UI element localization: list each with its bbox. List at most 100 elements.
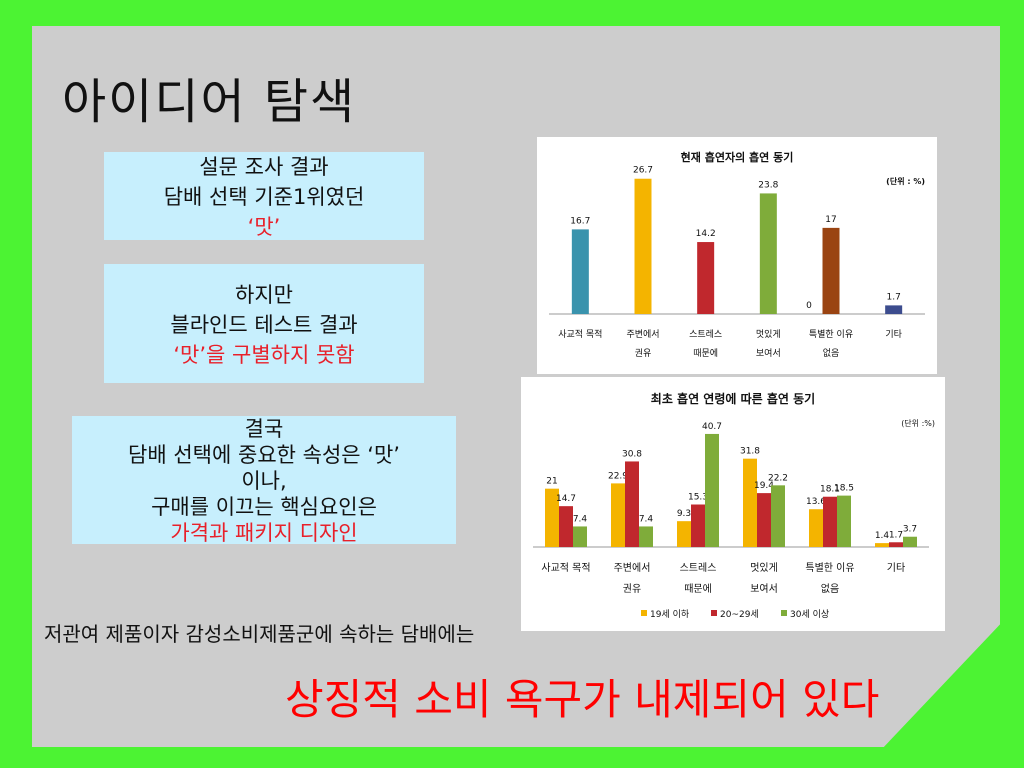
chart2-data-label: 13.6 bbox=[806, 497, 826, 507]
chart2-data-label: 22.9 bbox=[608, 471, 628, 481]
chart2-legend-label: 30세 이상 bbox=[790, 609, 829, 620]
chart2-bar bbox=[837, 495, 851, 547]
chart2-bar bbox=[771, 485, 785, 547]
page-title: 아이디어 탐색 bbox=[62, 74, 357, 130]
chart2-data-label: 14.7 bbox=[556, 494, 576, 504]
box3-line-4: 구매를 이끄는 핵심요인은 bbox=[151, 495, 377, 519]
chart2-bar bbox=[691, 504, 705, 547]
chart2-data-label: 22.2 bbox=[768, 473, 788, 483]
chart2-tick-label: 기타 bbox=[887, 562, 905, 574]
chart1-tick-label: 주변에서 bbox=[626, 329, 659, 340]
chart2-tick-label: 스트레스 bbox=[680, 562, 717, 574]
chart2-bar bbox=[743, 458, 757, 547]
chart2-data-label: 21 bbox=[546, 477, 557, 487]
chart1-unit-label: (단위 : %) bbox=[886, 176, 925, 186]
chart2-legend-swatch bbox=[781, 610, 787, 616]
chart1-bar bbox=[634, 178, 652, 314]
chart2-data-label: 18.5 bbox=[834, 484, 854, 494]
chart2-unit-label: (단위 :%) bbox=[901, 418, 935, 428]
box1-line-1: 설문 조사 결과 bbox=[199, 155, 329, 179]
chart1-data-label: 0 bbox=[806, 301, 812, 311]
chart2-tick-label: 없음 bbox=[821, 582, 839, 595]
chart1-data-label: 17 bbox=[825, 215, 836, 225]
survey-result-box: 설문 조사 결과 담배 선택 기준1위였던 ‘맛’ bbox=[104, 152, 424, 240]
chart1-data-label: 1.7 bbox=[887, 292, 901, 302]
chart1-data-label: 26.7 bbox=[633, 166, 653, 176]
chart1-bar bbox=[822, 227, 840, 314]
chart1-bar bbox=[697, 242, 715, 314]
chart2-bar bbox=[823, 496, 837, 547]
chart2-tick-label: 권유 bbox=[623, 583, 641, 595]
blind-test-box: 하지만 블라인드 테스트 결과 ‘맛’을 구별하지 못함 bbox=[104, 264, 424, 383]
box2-line-3: ‘맛’을 구별하지 못함 bbox=[173, 343, 355, 367]
chart2-bar bbox=[677, 521, 691, 547]
chart2-bar bbox=[809, 509, 823, 547]
chart2-data-label: 3.7 bbox=[903, 525, 917, 535]
footer-text: 저관여 제품이자 감성소비제품군에 속하는 담배에는 bbox=[44, 622, 475, 646]
box1-line-2: 담배 선택 기준1위였던 bbox=[163, 185, 365, 209]
chart2-bar bbox=[757, 493, 771, 547]
chart2-tick-label: 사교적 목적 bbox=[541, 562, 590, 574]
box2-line-1: 하지만 bbox=[235, 283, 293, 307]
chart1-bar bbox=[571, 229, 589, 314]
chart2-tick-label: 때문에 bbox=[684, 583, 712, 595]
chart2-data-label: 9.3 bbox=[677, 509, 691, 519]
chart2-legend-label: 20~29세 bbox=[720, 609, 759, 620]
chart1-title: 현재 흡연자의 흡연 동기 bbox=[681, 150, 794, 164]
chart1-tick-label: 권유 bbox=[635, 347, 652, 359]
chart2-data-label: 31.8 bbox=[740, 447, 760, 457]
chart2-tick-label: 특별한 이유 bbox=[805, 562, 854, 574]
chart2-tick-label: 보여서 bbox=[750, 583, 778, 595]
chart2-data-label: 7.4 bbox=[639, 514, 654, 524]
chart2-svg: 최초 흡연 연령에 따른 흡연 동기 (단위 :%) 21 14.7 7.4 사교적 목적… bbox=[533, 391, 935, 620]
chart1-tick-label: 멋있게 bbox=[756, 328, 781, 340]
chart-first-smoking-age-motive: 최초 흡연 연령에 따른 흡연 동기 (단위 :%) 21 14.7 7.4 사교적 목적… bbox=[521, 377, 945, 631]
chart2-bar bbox=[639, 526, 653, 547]
chart2-data-label: 40.7 bbox=[702, 422, 722, 432]
chart2-tick-label: 멋있게 bbox=[750, 562, 778, 574]
box2-line-2: 블라인드 테스트 결과 bbox=[170, 313, 358, 337]
chart2-bar bbox=[573, 526, 587, 547]
chart2-data-label: 1.4 bbox=[875, 531, 890, 541]
chart1-bar bbox=[759, 193, 777, 314]
chart2-data-label: 19.4 bbox=[754, 481, 774, 491]
conclusion-box: 결국 담배 선택에 중요한 속성은 ‘맛’ 이나, 구매를 이끄는 핵심요인은 … bbox=[72, 416, 456, 545]
chart2-bar bbox=[625, 461, 639, 547]
chart2-bar bbox=[545, 488, 559, 547]
chart2-data-label: 7.4 bbox=[573, 514, 588, 524]
chart2-bar bbox=[611, 483, 625, 547]
chart2-bar bbox=[875, 543, 889, 547]
headline: 상징적 소비 욕구가 내제되어 있다 bbox=[285, 675, 880, 724]
chart2-bar bbox=[705, 433, 719, 547]
chart2-data-label: 18.1 bbox=[820, 485, 840, 495]
box3-line-5: 가격과 패키지 디자인 bbox=[170, 521, 358, 545]
chart2-legend-swatch bbox=[711, 610, 717, 616]
chart1-tick-label: 스트레스 bbox=[689, 329, 722, 340]
chart1-data-label: 23.8 bbox=[758, 180, 778, 190]
chart2-title: 최초 흡연 연령에 따른 흡연 동기 bbox=[651, 391, 815, 406]
chart2-tick-label: 주변에서 bbox=[614, 562, 651, 574]
chart1-svg: 현재 흡연자의 흡연 동기 (단위 : %) 16.7 사교적 목적 26.7 주변에서권… bbox=[549, 150, 925, 359]
box3-line-3: 이나, bbox=[241, 469, 287, 493]
chart2-data-label: 1.7 bbox=[889, 530, 903, 540]
chart2-legend-label: 19세 이하 bbox=[650, 609, 690, 620]
box3-line-1: 결국 bbox=[244, 417, 284, 441]
chart1-bar bbox=[885, 305, 903, 314]
chart1-tick-label: 특별한 이유 bbox=[809, 329, 853, 340]
chart2-data-label: 15.3 bbox=[688, 493, 708, 503]
chart1-tick-label: 기타 bbox=[885, 329, 902, 340]
chart1-tick-label: 보여서 bbox=[756, 347, 781, 359]
chart2-legend-swatch bbox=[641, 610, 647, 616]
chart1-data-label: 14.2 bbox=[696, 229, 716, 239]
box1-line-3: ‘맛’ bbox=[247, 215, 281, 239]
chart1-tick-label: 없음 bbox=[823, 348, 840, 359]
chart2-bar bbox=[889, 542, 903, 547]
chart2-bar bbox=[903, 536, 917, 547]
chart1-tick-label: 사교적 목적 bbox=[558, 328, 602, 340]
chart1-tick-label: 때문에 bbox=[693, 348, 718, 359]
chart2-data-label: 30.8 bbox=[622, 449, 642, 459]
chart2-bar bbox=[559, 506, 573, 547]
chart1-data-label: 16.7 bbox=[570, 216, 590, 226]
box3-line-2: 담배 선택에 중요한 속성은 ‘맛’ bbox=[128, 443, 400, 467]
